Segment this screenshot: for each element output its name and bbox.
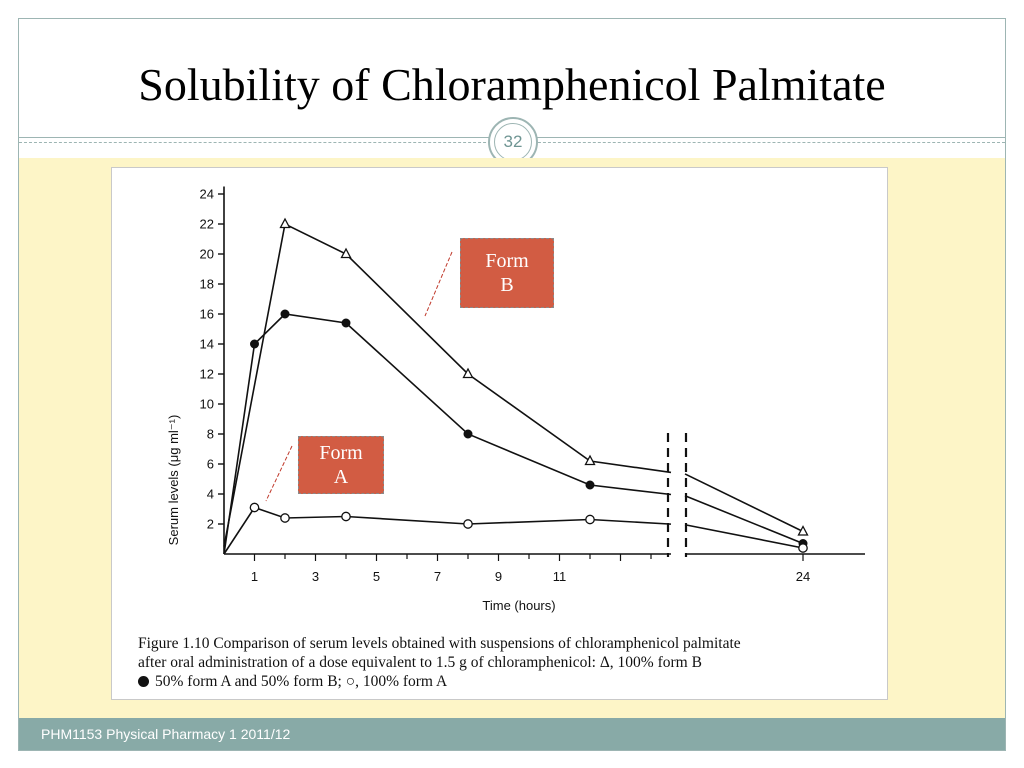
x-tick-label: 7 — [434, 569, 441, 584]
data-point-filled-circle — [341, 318, 351, 328]
y-tick-label: 16 — [200, 307, 214, 322]
form-b-label-line2: B — [500, 274, 514, 296]
x-tick-label: 1 — [251, 569, 258, 584]
data-point-open-circle — [249, 502, 260, 513]
series-line-open-circle-after-break — [684, 523, 804, 549]
data-point-filled-circle — [463, 429, 473, 439]
data-point-open-circle — [585, 514, 595, 525]
x-tick-label: 11 — [553, 569, 567, 584]
series-line-open-circle — [223, 506, 672, 555]
data-point-open-circle — [463, 519, 473, 529]
y-tick-label: 18 — [200, 277, 214, 292]
data-point-filled-circle — [280, 309, 290, 319]
form-a-label-line2: A — [333, 466, 349, 488]
data-point-open-circle — [341, 511, 351, 522]
caption-line-3: 50% form A and 50% form B; ○, 100% form … — [155, 673, 448, 690]
data-point-triangle — [584, 454, 596, 466]
data-point-triangle — [462, 367, 474, 379]
footer-bar: PHM1153 Physical Pharmacy 1 2011/12 — [19, 718, 1005, 750]
form-b-label-line1: Form — [485, 250, 529, 272]
caption-line-2: after oral administration of a dose equi… — [138, 654, 702, 671]
caption-line-1: Figure 1.10 Comparison of serum levels o… — [138, 635, 741, 652]
data-point-filled-circle — [250, 339, 259, 349]
y-tick-label: 6 — [207, 457, 214, 472]
y-tick-label: 24 — [200, 187, 214, 202]
x-tick-label: 24 — [796, 569, 810, 584]
y-tick-label: 12 — [200, 367, 214, 382]
data-point-open-circle — [798, 543, 808, 553]
figure-caption: Figure 1.10 Comparison of serum levels o… — [138, 634, 888, 691]
y-axis-label: Serum levels (μg ml⁻¹) — [166, 415, 181, 546]
y-tick-label: 2 — [207, 517, 214, 532]
form-a-label: Form A — [298, 436, 384, 494]
series-line-triangle — [223, 222, 672, 547]
form-b-label: Form B — [460, 238, 554, 308]
slide-title: Solubility of Chloramphenicol Palmitate — [138, 58, 886, 110]
y-tick-label: 22 — [200, 217, 214, 232]
x-tick-label: 3 — [312, 569, 319, 584]
series-line-triangle-after-break — [684, 473, 804, 533]
x-tick-label: 5 — [373, 569, 380, 584]
x-axis-label: Time (hours) — [482, 598, 555, 613]
data-point-triangle — [279, 217, 291, 229]
caption-line-3-wrap: 50% form A and 50% form B; ○, 100% form … — [138, 672, 888, 691]
y-tick-label: 4 — [207, 487, 214, 502]
y-tick-label: 10 — [200, 397, 214, 412]
y-tick-label: 8 — [207, 427, 214, 442]
slide-number: 32 — [494, 123, 532, 161]
y-tick-label: 14 — [200, 337, 214, 352]
data-point-triangle — [797, 525, 809, 536]
y-tick-label: 20 — [200, 247, 214, 262]
series-line-filled-circle-after-break — [684, 494, 804, 545]
data-point-open-circle — [280, 513, 290, 523]
footer-text: PHM1153 Physical Pharmacy 1 2011/12 — [41, 726, 291, 742]
filled-circle-icon — [138, 676, 149, 687]
data-point-triangle — [340, 247, 352, 259]
x-tick-label: 9 — [495, 569, 502, 584]
data-point-filled-circle — [585, 480, 595, 490]
form-a-label-line1: Form — [319, 442, 363, 464]
